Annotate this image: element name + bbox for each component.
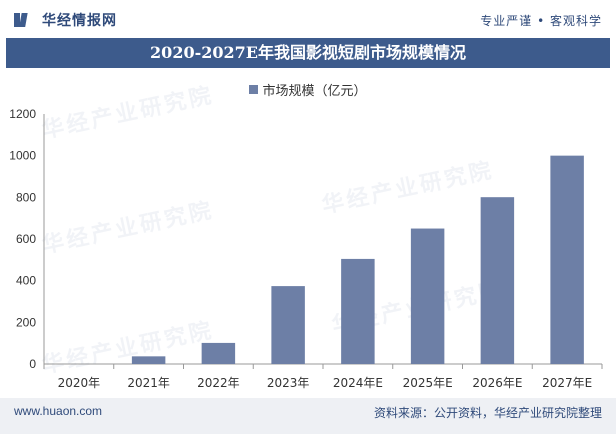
legend: 市场规模（亿元） [0,80,616,99]
x-tick-label: 2025年E [403,376,453,390]
bar [201,342,236,364]
y-tick-label: 800 [16,190,36,204]
bar [550,155,584,364]
footer-source: 资料来源：公开资料，华经产业研究院整理 [373,406,602,420]
bar-chart: 0 200 400 600 800 1000 1200 2020年 2021年 2022年 2023… [9,107,603,390]
x-tick-label: 2024年E [333,376,383,390]
x-tick-label: 2021年 [127,376,170,390]
footer: www.huaon.com 资料来源：公开资料，华经产业研究院整理 [0,398,616,434]
slogan: 专业严谨 • 客观科学 [480,14,602,28]
x-tick-label: 2023年 [267,376,310,390]
bar [341,258,375,364]
x-tick-label: 2022年 [197,376,240,390]
footer-url[interactable]: www.huaon.com [14,404,103,418]
y-tick-label: 1200 [9,107,36,121]
logo-icon [14,13,28,27]
y-tick-label: 400 [16,274,36,288]
header-bar: 华经情报网 专业严谨 • 客观科学 [0,0,616,38]
logo-text: 华经情报网 [42,13,117,29]
bar [480,197,515,364]
title-bar: 2020-2027E年我国影视短剧市场规模情况 [6,38,610,68]
y-tick-label: 1000 [9,149,36,163]
legend-swatch [249,85,259,94]
y-tick-label: 200 [16,315,36,329]
bar [410,228,445,364]
x-tick-label: 2027年E [542,376,592,390]
legend-label: 市场规模（亿元） [262,84,367,99]
x-tick-label: 2026年E [472,376,522,390]
x-tick-label: 2020年 [58,376,101,390]
logo[interactable]: 华经情报网 [14,10,117,30]
y-tick-label: 600 [16,232,36,246]
chart-title: 2020-2027E年我国影视短剧市场规模情况 [150,43,466,62]
bar [271,286,305,364]
bar [131,356,166,364]
y-tick-label: 0 [29,357,36,371]
